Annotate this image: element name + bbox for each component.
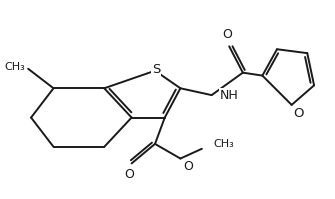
Text: O: O [293, 107, 304, 120]
Text: O: O [183, 161, 193, 174]
Text: CH₃: CH₃ [4, 62, 25, 72]
Text: O: O [222, 28, 232, 41]
Text: S: S [152, 63, 160, 76]
Text: CH₃: CH₃ [214, 139, 234, 149]
Text: O: O [125, 168, 135, 181]
Text: NH: NH [219, 89, 238, 102]
